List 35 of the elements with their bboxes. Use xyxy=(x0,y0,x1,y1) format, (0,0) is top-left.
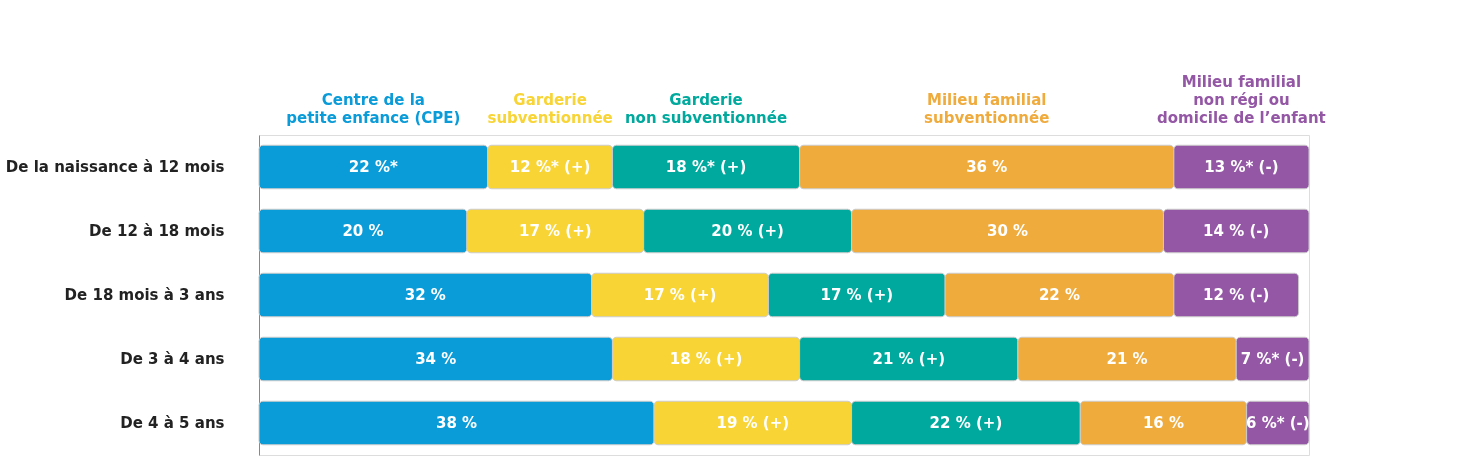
data-label: 17 % (+) xyxy=(518,222,592,240)
data-label: 16 % xyxy=(1142,414,1185,432)
y-tick-label: De 12 à 18 mois xyxy=(89,222,225,240)
data-label: 18 % (+) xyxy=(669,350,743,368)
data-label: 21 % (+) xyxy=(872,350,946,368)
data-label: 12 % (-) xyxy=(1203,286,1270,304)
series-label: Milieu familial subventionnée xyxy=(924,91,1050,127)
data-label: 38 % xyxy=(435,414,478,432)
y-tick-label: De la naissance à 12 mois xyxy=(5,158,225,176)
data-label: 19 % (+) xyxy=(716,414,790,432)
y-tick-label: De 4 à 5 ans xyxy=(120,414,225,432)
data-label: 36 % xyxy=(966,158,1008,176)
data-label: 22 % (+) xyxy=(929,414,1003,432)
series-label: Garderie non subventionnée xyxy=(624,91,788,127)
data-label: 22 %* xyxy=(348,158,398,176)
data-label: 21 % xyxy=(1106,350,1148,368)
data-label: 22 % xyxy=(1038,286,1081,304)
data-label: 30 % xyxy=(986,222,1029,240)
data-label: 20 % xyxy=(342,222,384,240)
data-label: 17 % (+) xyxy=(643,286,717,304)
data-label: 12 %* (+) xyxy=(509,158,591,176)
series-label: Milieu familial non régi ou domicile de l’enfant xyxy=(1157,73,1326,127)
data-label: 6 %* (-) xyxy=(1245,414,1310,432)
data-label: 14 % (-) xyxy=(1203,222,1270,240)
y-tick-label: De 18 mois à 3 ans xyxy=(64,286,225,304)
data-label: 7 %* (-) xyxy=(1240,350,1305,368)
data-label: 13 %* (-) xyxy=(1204,158,1279,176)
series-label: Garderie subventionnée xyxy=(487,91,613,127)
data-label: 32 % xyxy=(404,286,446,304)
data-label: 17 % (+) xyxy=(820,286,894,304)
series-label: Centre de la petite enfance (CPE) xyxy=(286,91,461,127)
data-label: 18 %* (+) xyxy=(665,158,747,176)
y-tick-label: De 3 à 4 ans xyxy=(120,350,225,368)
data-label: 34 % xyxy=(415,350,457,368)
data-label: 20 % (+) xyxy=(711,222,784,240)
